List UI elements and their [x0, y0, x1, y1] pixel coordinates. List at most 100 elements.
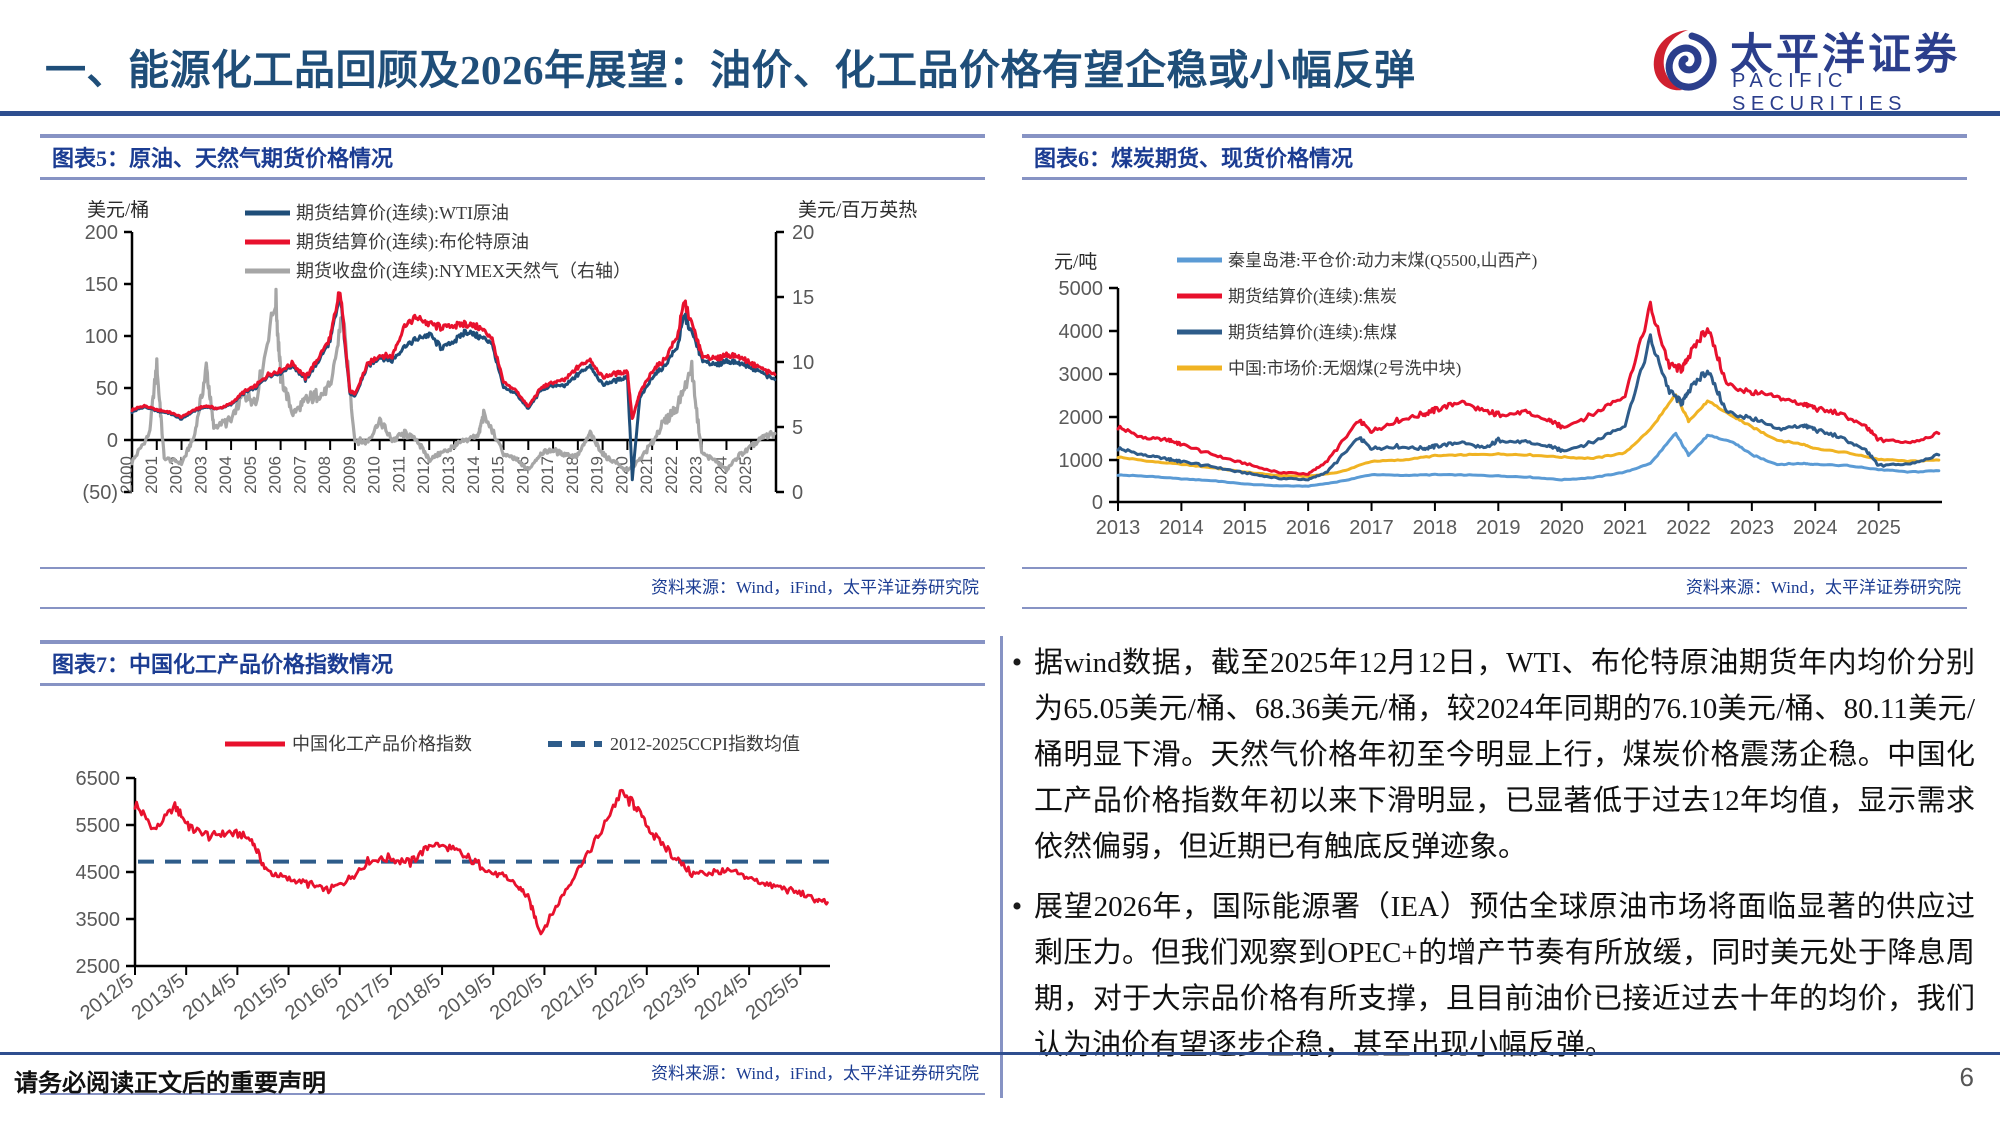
chart5-xtick-label: 2020	[612, 456, 631, 494]
chart5-xtick-label: 2013	[439, 456, 458, 494]
chart5-xtick-label: 2008	[315, 456, 334, 494]
chart5-xtick-label: 2005	[241, 456, 260, 494]
chart5-ytick-r-5: 5	[792, 417, 803, 439]
chart5-xtick-label: 2017	[538, 456, 557, 494]
chart6-xtick-label: 2017	[1349, 517, 1394, 539]
chart5-xtick-label: 2025	[736, 456, 755, 494]
chart6-ytick-0: 0	[1092, 492, 1103, 514]
chart7-legend-label-1: 2012-2025CCPI指数均值	[610, 734, 800, 754]
chart7-ytick-3500: 3500	[76, 909, 121, 931]
chart5-rule-top	[40, 134, 985, 138]
chart6-series-lines	[1116, 300, 1941, 488]
chart7-xtick-label: 2025/5	[742, 970, 804, 1025]
chart5-xtick-label: 2019	[588, 456, 607, 494]
chart5-yaxis-left: 200 150 100 50 0 (50)	[82, 222, 134, 504]
chart5-xtick-label: 2001	[142, 456, 161, 494]
chart6-rule-top	[1022, 134, 1967, 138]
chart5-xticks	[131, 440, 753, 450]
chart5-ytick-50: 50	[96, 378, 118, 400]
chart5-xtick-label: 2003	[191, 456, 210, 494]
chart7-xtick-label: 2021/5	[537, 970, 599, 1025]
chart6-xlabels: 2013 2014 2015 2016 2017 2018 2019 2020 2021 2022…	[1096, 517, 1901, 539]
chart7-rule-top	[40, 640, 985, 644]
chart5-rule-bottom	[40, 177, 985, 180]
chart5-title: 图表5：原油、天然气期货价格情况	[52, 146, 394, 171]
bullet-marker: •	[1011, 890, 1023, 923]
chart5-legend-label-2: 期货收盘价(连续):NYMEX天然气（右轴）	[296, 261, 631, 282]
chart7-rule-bottom	[40, 683, 985, 686]
chart7-xtick-label: 2013/5	[128, 970, 190, 1025]
chart6-xtick-label: 2014	[1159, 517, 1204, 539]
commentary-block: • 据wind数据，截至2025年12月12日，WTI、布伦特原油期货年内均价分…	[1000, 640, 1975, 1090]
chart5-ytick-0: 0	[107, 430, 118, 452]
chart7-xtick-label: 2015/5	[230, 970, 292, 1025]
chart5-xtick-label: 2000	[117, 456, 136, 494]
chart7-title-bar: 图表7：中国化工产品价格指数情况	[40, 640, 985, 686]
chart7-yaxis: 6500 5500 4500 3500 2500	[76, 768, 137, 978]
chart7-source-rule-bottom	[40, 1093, 985, 1095]
bullet-marker: •	[1011, 646, 1023, 679]
chart6-source: 资料来源：Wind，太平洋证券研究院	[1685, 578, 1961, 597]
chart5-source: 资料来源：Wind，iFind，太平洋证券研究院	[651, 578, 979, 597]
chart6-title-bar: 图表6：煤炭期货、现货价格情况	[1022, 134, 1967, 180]
chart7-title: 图表7：中国化工产品价格指数情况	[52, 652, 394, 677]
chart7-xtick-label: 2014/5	[179, 970, 241, 1025]
chart5-xtick-label: 2021	[637, 456, 656, 494]
chart5-ytick-r-10: 10	[792, 352, 814, 374]
chart6-legend: 秦皇岛港:平仓价:动力末煤(Q5500,山西产) 期货结算价(连续):焦炭 期货…	[1177, 251, 1537, 378]
chart7-figure: 中国化工产品价格指数 2012-2025CCPI指数均值 6500 5500 4…	[76, 734, 830, 1025]
chart6-xtick-label: 2023	[1730, 517, 1775, 539]
chart5-legend-label-1: 期货结算价(连续):布伦特原油	[296, 232, 529, 253]
footer-disclaimer: 请务必阅读正文后的重要声明	[14, 1071, 326, 1097]
chart5-ytick-100: 100	[85, 326, 118, 348]
chart6-xticks	[1117, 502, 1880, 511]
chart6-legend-label-1: 期货结算价(连续):焦炭	[1228, 287, 1397, 306]
chart6-xtick-label: 2020	[1539, 517, 1584, 539]
chart7-xtick-label: 2024/5	[690, 970, 752, 1025]
bullet-paragraph-2: 展望2026年，国际能源署（IEA）预估全球原油市场将面临显著的供应过剩压力。但…	[1034, 891, 1975, 1061]
bullet-paragraph-1: 据wind数据，截至2025年12月12日，WTI、布伦特原油期货年内均价分别为…	[1034, 647, 1975, 863]
chart5-xtick-label: 2022	[662, 456, 681, 494]
content-divider	[1000, 636, 1003, 1098]
chart6-ytick-1000: 1000	[1059, 450, 1104, 472]
chart5-xtick-label: 2006	[266, 456, 285, 494]
chart6-ytick-5000: 5000	[1059, 278, 1104, 300]
chart6-xtick-label: 2022	[1666, 517, 1711, 539]
chart5-ytick-r-20: 20	[792, 222, 814, 244]
chart5-xtick-label: 2024	[711, 456, 730, 494]
slide-header: 一、能源化工品回顾及2026年展望：油价、化工品价格有望企稳或小幅反弹 太平洋证…	[0, 0, 2000, 116]
chart7-ytick-2500: 2500	[76, 956, 121, 978]
footer-divider	[0, 1052, 2000, 1055]
chart6-legend-label-3: 中国:市场价:无烟煤(2号洗中块)	[1228, 359, 1461, 378]
chart6-figure: 元/吨 秦皇岛港:平仓价:动力末煤(Q5500,山西产) 期货结算价(连续):焦…	[1054, 251, 1942, 539]
chart5-xlabels: 2000 2001 2002 2003 2004 2005 2006 2007 2008 2009…	[117, 456, 755, 494]
chart5-xtick-label: 2010	[365, 456, 384, 494]
chart5-series-lines	[130, 287, 777, 482]
chart7-ytick-5500: 5500	[76, 815, 121, 837]
chart6-xtick-label: 2015	[1223, 517, 1268, 539]
chart6-xtick-label: 2019	[1476, 517, 1521, 539]
chart5-source-rule-bottom	[40, 607, 985, 609]
chart6-legend-label-0: 秦皇岛港:平仓价:动力末煤(Q5500,山西产)	[1228, 251, 1537, 270]
chart7-xtick-label: 2020/5	[486, 970, 548, 1025]
chart5-panel: 图表5：原油、天然气期货价格情况 美元/桶 美元/百万英热 期货结算价(连续):…	[40, 134, 985, 614]
bullet-item: • 据wind数据，截至2025年12月12日，WTI、布伦特原油期货年内均价分…	[1000, 640, 1975, 870]
logo-mark-icon	[1653, 30, 1717, 91]
page-number: 6	[1959, 1062, 1974, 1092]
chart6-ylabel: 元/吨	[1054, 251, 1097, 273]
chart5-ylabel-left: 美元/桶	[87, 199, 149, 221]
chart5-figure: 美元/桶 美元/百万英热 期货结算价(连续):WTI原油 期货结算价(连续):布…	[82, 199, 917, 504]
chart5-ytick-200: 200	[85, 222, 118, 244]
chart5-xtick-label: 2016	[513, 456, 532, 494]
chart7-xtick-label: 2018/5	[383, 970, 445, 1025]
chart5-legend-label-0: 期货结算价(连续):WTI原油	[296, 203, 509, 224]
chart6-xtick-label: 2025	[1856, 517, 1901, 539]
chart5-xtick-label: 2023	[687, 456, 706, 494]
chart5-ytick-150: 150	[85, 274, 118, 296]
chart7-xticks	[134, 966, 802, 975]
chart6-ytick-4000: 4000	[1059, 321, 1104, 343]
chart6-rule-bottom	[1022, 177, 1967, 180]
chart7-xtick-label: 2016/5	[281, 970, 343, 1025]
chart5-legend: 期货结算价(连续):WTI原油 期货结算价(连续):布伦特原油 期货收盘价(连续…	[245, 203, 631, 282]
chart6-source-rule-bottom	[1022, 607, 1967, 609]
